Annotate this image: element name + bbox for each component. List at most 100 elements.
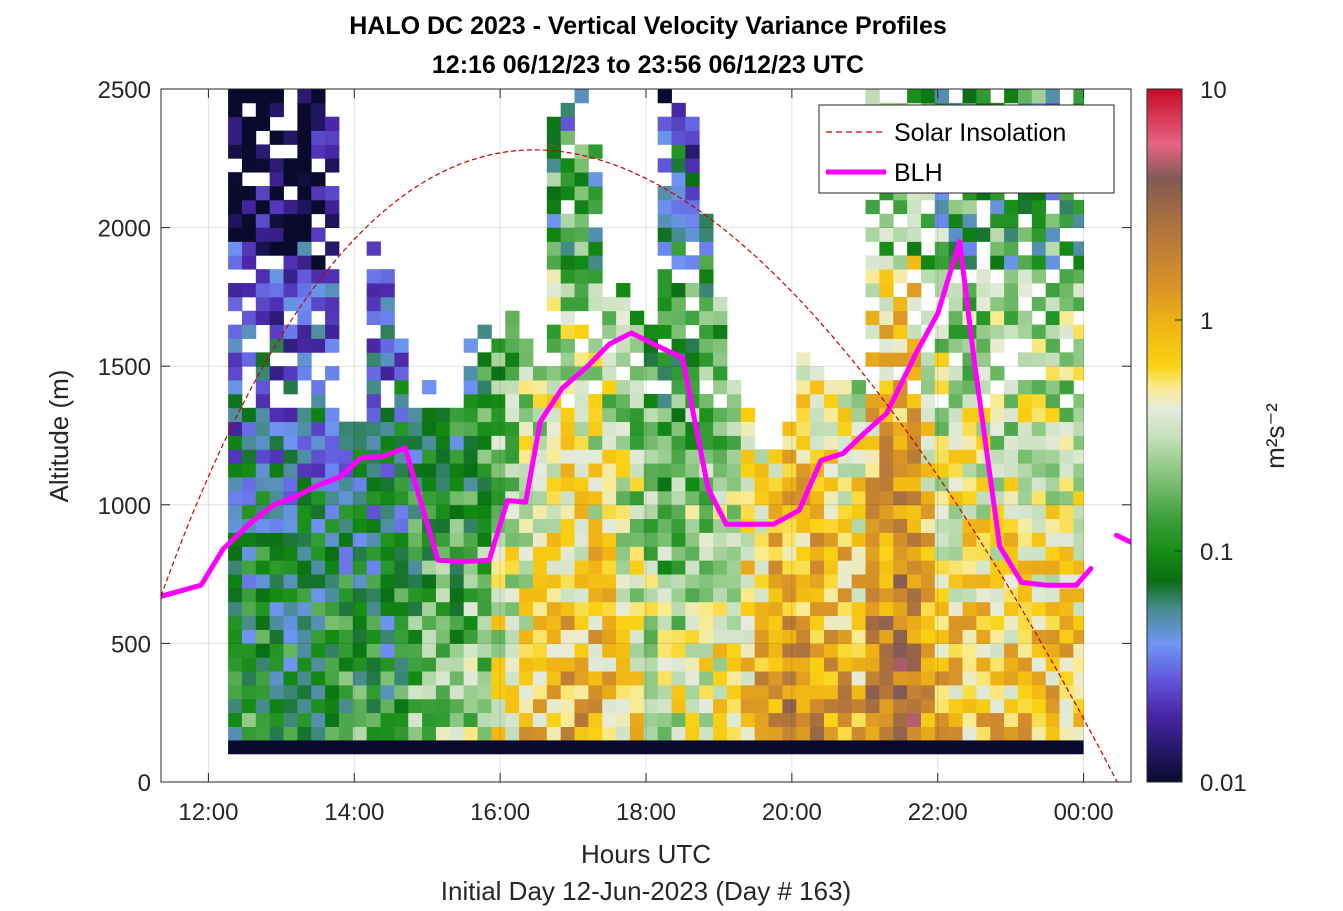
heatmap-cell (685, 158, 700, 173)
chart-title: HALO DC 2023 - Vertical Velocity Varianc… (349, 12, 947, 40)
heatmap-cell (726, 393, 742, 409)
heatmap-cell (1059, 380, 1074, 395)
heatmap-cell (546, 629, 562, 644)
heatmap-cell (685, 213, 700, 228)
heatmap-cell (907, 629, 922, 644)
heatmap-cell (588, 144, 603, 159)
heatmap-cell (546, 380, 562, 395)
heatmap-cell (837, 712, 853, 727)
heatmap-cell (782, 698, 797, 714)
heatmap-cell (962, 255, 977, 270)
heatmap-cell (685, 449, 700, 464)
heatmap-cell (325, 712, 340, 727)
legend-box (818, 104, 1115, 194)
heatmap-cell (851, 546, 866, 561)
heatmap-cell (311, 102, 326, 118)
heatmap-cell (435, 449, 451, 464)
heatmap-cell (671, 338, 686, 353)
heatmap-cell (699, 241, 714, 256)
heatmap-cell (823, 643, 839, 658)
heatmap-cell (449, 546, 465, 561)
heatmap-cell (588, 283, 603, 298)
heatmap-cell (283, 629, 298, 644)
heatmap-cell (338, 449, 354, 464)
heatmap-cell (255, 421, 271, 436)
heatmap-cell (463, 366, 478, 381)
heatmap-cell (920, 504, 936, 520)
heatmap-cell (796, 532, 811, 547)
heatmap-cell (920, 477, 936, 492)
heatmap-cell (228, 560, 243, 575)
heatmap-cell (976, 684, 991, 700)
heatmap-cell (435, 726, 451, 741)
heatmap-cell (837, 684, 853, 700)
heatmap-cell (1073, 698, 1084, 714)
heatmap-cell (255, 89, 271, 104)
heatmap-cell (269, 130, 284, 145)
heatmap-cell (865, 560, 880, 575)
heatmap-cell (851, 601, 866, 617)
heatmap-cell (408, 601, 423, 617)
heatmap-cell (685, 546, 700, 561)
heatmap-cell (629, 490, 645, 506)
heatmap-cell (1017, 227, 1033, 242)
heatmap-cell (643, 684, 659, 700)
heatmap-cell (893, 407, 908, 423)
heatmap-cell (643, 532, 659, 547)
heatmap-cell (560, 643, 575, 658)
heatmap-cell (408, 560, 423, 575)
heatmap-cell (1045, 283, 1060, 298)
heatmap-cell (241, 657, 257, 672)
heatmap-cell (560, 587, 575, 603)
heatmap-cell (574, 518, 589, 533)
heatmap-cell (366, 671, 381, 686)
heatmap-cell (1045, 310, 1060, 326)
heatmap-cell (879, 366, 894, 381)
heatmap-cell (990, 241, 1005, 256)
heatmap-cell (796, 352, 811, 367)
heatmap-cell (311, 283, 326, 298)
heatmap-cell (990, 324, 1005, 339)
heatmap-cell (311, 546, 326, 561)
heatmap-cell (338, 698, 354, 714)
heatmap-cell (228, 671, 243, 686)
heatmap-cell (463, 643, 478, 658)
heatmap-cell (726, 574, 742, 589)
heatmap-cell (449, 629, 465, 644)
heatmap-cell (976, 477, 991, 492)
heatmap-cell (574, 158, 589, 173)
heatmap-cell (269, 186, 284, 201)
heatmap-cell (228, 518, 243, 533)
heatmap-cell (657, 587, 672, 603)
heatmap-cell (505, 477, 520, 492)
heatmap-cell (671, 310, 686, 326)
heatmap-cell (283, 407, 298, 423)
heatmap-cell (241, 213, 257, 228)
heatmap-cell (546, 684, 562, 700)
heatmap-cell (228, 172, 243, 187)
heatmap-cell (685, 227, 700, 242)
heatmap-cell (629, 587, 645, 603)
heatmap-cell (823, 601, 839, 617)
heatmap-cell (657, 504, 672, 520)
heatmap-cell (228, 463, 243, 478)
heatmap-cell (241, 698, 257, 714)
heatmap-cell (893, 435, 908, 450)
heatmap-cell (325, 698, 340, 714)
heatmap-cell (546, 130, 562, 145)
heatmap-cell (851, 698, 866, 714)
heatmap-cell (865, 407, 880, 423)
heatmap-cell (990, 310, 1005, 326)
heatmap-cell (976, 712, 991, 727)
heatmap-cell (352, 435, 368, 450)
heatmap-cell (574, 671, 589, 686)
series-solar-insolation (161, 149, 1118, 782)
heatmap-cell (671, 241, 686, 256)
heatmap-cell (643, 518, 659, 533)
heatmap-cell (726, 601, 742, 617)
heatmap-cell (463, 532, 478, 547)
heatmap-cell (325, 518, 340, 533)
heatmap-cell (726, 435, 742, 450)
heatmap-cell (1017, 421, 1033, 436)
heatmap-cell (1073, 393, 1084, 409)
